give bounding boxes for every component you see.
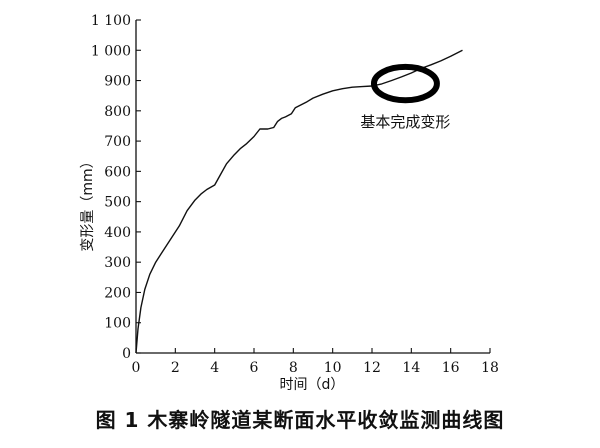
- y-tick-label: 600: [104, 164, 131, 180]
- annotation-label: 基本完成变形: [360, 113, 450, 131]
- y-tick-label: 0: [122, 346, 131, 362]
- y-tick-label: 500: [104, 195, 131, 211]
- x-tick-label: 2: [171, 360, 180, 376]
- x-tick-label: 10: [324, 360, 342, 376]
- x-tick-label: 14: [402, 360, 420, 376]
- x-tick-label: 6: [250, 360, 259, 376]
- y-axis-title: 变形量（mm）: [80, 154, 96, 251]
- x-tick-label: 16: [442, 360, 460, 376]
- chart-series-layer: [135, 49, 463, 354]
- y-tick-label: 1 000: [91, 43, 131, 59]
- y-tick-label: 1 100: [91, 13, 131, 29]
- annotation-ellipse: [370, 63, 440, 104]
- y-tick-label: 700: [104, 134, 131, 150]
- chart-axes: [135, 20, 490, 354]
- y-tick-label: 200: [104, 285, 131, 301]
- x-tick-label: 8: [289, 360, 298, 376]
- y-tick-label: 100: [104, 316, 131, 332]
- y-tick-label: 300: [104, 255, 131, 271]
- figure-caption: 图 1 木寨岭隧道某断面水平收敛监测曲线图: [95, 408, 505, 432]
- y-tick-label: 800: [104, 104, 131, 120]
- x-tick-label: 0: [132, 360, 141, 376]
- chart-annotation-layer: 基本完成变形: [360, 63, 450, 131]
- y-tick-label: 900: [104, 74, 131, 90]
- x-tick-label: 18: [481, 360, 499, 376]
- x-tick-label: 12: [363, 360, 381, 376]
- x-tick-label: 4: [210, 360, 219, 376]
- deformation-series-line: [135, 49, 463, 354]
- x-axis-title: 时间（d）: [280, 377, 345, 393]
- y-tick-label: 400: [104, 225, 131, 241]
